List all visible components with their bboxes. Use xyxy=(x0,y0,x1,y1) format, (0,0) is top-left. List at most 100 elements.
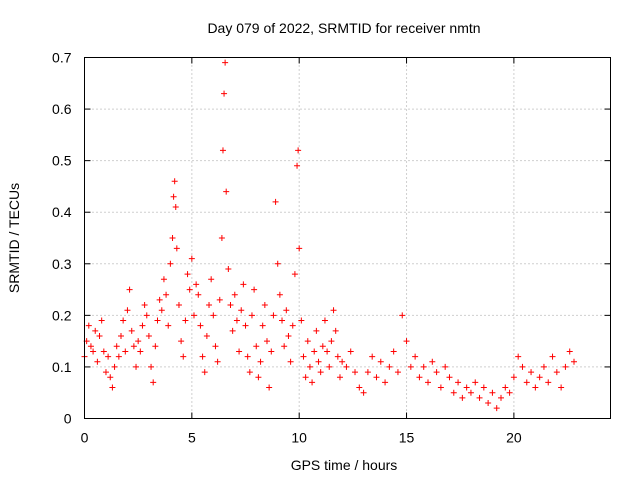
data-point xyxy=(141,302,148,309)
data-point xyxy=(178,338,185,345)
data-point xyxy=(124,307,131,314)
data-point xyxy=(319,343,326,350)
data-point xyxy=(433,369,440,376)
data-point xyxy=(476,394,483,401)
data-point xyxy=(225,265,232,272)
data-point xyxy=(107,374,114,381)
data-point xyxy=(356,384,363,391)
data-point xyxy=(472,379,479,386)
data-point xyxy=(502,384,509,391)
chart-title: Day 079 of 2022, SRMTID for receiver nmt… xyxy=(207,20,480,36)
data-point xyxy=(442,363,449,370)
plot-frame xyxy=(84,57,611,419)
data-point xyxy=(163,291,170,298)
data-point xyxy=(171,178,178,185)
data-point xyxy=(276,291,283,298)
data-point xyxy=(223,188,230,195)
data-point xyxy=(266,384,273,391)
data-point xyxy=(169,235,176,241)
data-point xyxy=(261,302,268,309)
data-point xyxy=(180,353,187,360)
data-point xyxy=(510,374,517,381)
data-point xyxy=(360,389,367,396)
data-point xyxy=(206,302,213,309)
data-point xyxy=(285,332,292,339)
data-point xyxy=(364,369,371,376)
y-tick-label: 0.3 xyxy=(52,256,72,272)
data-point xyxy=(304,338,311,345)
y-axis-title: SRMTID / TECUs xyxy=(6,183,22,293)
data-point xyxy=(480,384,487,391)
data-point xyxy=(253,343,260,350)
grid xyxy=(84,57,611,419)
y-tick-label: 0.5 xyxy=(52,153,72,169)
data-point xyxy=(96,332,103,339)
data-point xyxy=(498,394,505,401)
y-tick-label: 0.1 xyxy=(52,359,72,375)
data-point xyxy=(105,353,112,360)
data-point xyxy=(259,322,266,329)
data-point xyxy=(317,369,324,376)
data-point xyxy=(109,384,116,391)
data-point xyxy=(90,348,97,355)
data-point xyxy=(485,400,492,407)
y-tick-label: 0.2 xyxy=(52,307,72,323)
data-point xyxy=(128,327,135,334)
data-point xyxy=(173,245,180,252)
data-point xyxy=(540,363,547,370)
x-tick-labels: 0 5 10 15 20 xyxy=(81,430,522,446)
data-point xyxy=(515,353,522,360)
data-point xyxy=(143,312,150,319)
y-tick-label: 0.4 xyxy=(52,204,72,220)
data-point xyxy=(446,374,453,381)
data-point xyxy=(306,363,313,370)
data-point xyxy=(336,374,343,381)
data-point xyxy=(229,327,236,334)
data-point xyxy=(126,286,133,293)
data-point xyxy=(111,363,118,370)
y-tick-labels: 0 0.1 0.2 0.3 0.4 0.5 0.6 0.7 xyxy=(52,50,72,427)
data-point xyxy=(339,358,346,365)
data-point xyxy=(279,317,286,324)
data-point xyxy=(369,353,376,360)
data-point xyxy=(188,255,195,262)
data-point xyxy=(425,379,432,386)
data-point xyxy=(274,260,281,267)
data-point xyxy=(150,379,157,386)
data-point xyxy=(437,384,444,391)
data-point xyxy=(85,322,92,329)
data-point xyxy=(148,363,155,370)
data-point xyxy=(545,379,552,386)
data-point xyxy=(382,379,389,386)
data-point xyxy=(321,317,328,324)
data-point xyxy=(184,271,191,278)
data-point xyxy=(102,369,109,376)
data-point xyxy=(558,384,565,391)
data-point xyxy=(135,338,142,345)
data-point xyxy=(152,343,159,350)
data-point xyxy=(291,271,298,278)
data-point xyxy=(218,235,225,241)
data-point xyxy=(197,322,204,329)
data-point xyxy=(201,369,208,376)
data-point xyxy=(263,338,270,345)
data-point xyxy=(412,353,419,360)
data-point xyxy=(210,312,217,319)
data-point xyxy=(219,147,226,154)
data-point xyxy=(94,358,101,365)
data-point xyxy=(347,348,354,355)
data-point xyxy=(562,363,569,370)
data-point xyxy=(300,353,307,360)
data-point xyxy=(255,374,262,381)
data-point xyxy=(553,369,560,376)
data-point xyxy=(268,348,275,355)
data-point xyxy=(467,389,474,396)
data-point xyxy=(324,348,331,355)
data-point xyxy=(193,281,200,288)
data-point xyxy=(289,322,296,329)
data-point xyxy=(528,369,535,376)
data-point xyxy=(459,394,466,401)
data-point xyxy=(390,348,397,355)
data-point xyxy=(330,307,337,314)
data-point xyxy=(231,291,238,298)
